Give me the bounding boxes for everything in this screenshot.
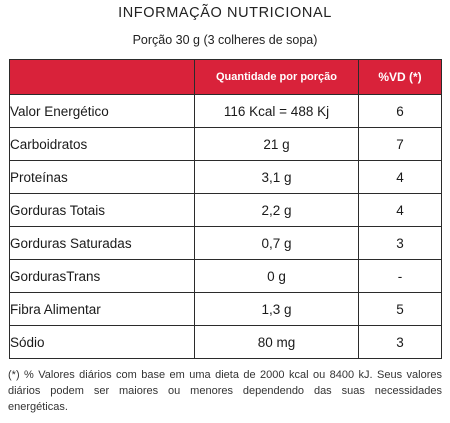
nutrient-daily-value: 3 (358, 226, 442, 260)
nutrient-quantity: 2,2 g (194, 193, 359, 227)
nutrient-name: Carboidratos (9, 127, 195, 161)
nutrient-daily-value: 6 (358, 94, 442, 128)
table-header-row: Quantidade por porção %VD (*) (9, 59, 442, 95)
nutrient-name: Gorduras Totais (9, 193, 195, 227)
table-row: Proteínas 3,1 g 4 (9, 160, 442, 194)
nutrient-quantity: 0,7 g (194, 226, 359, 260)
table-row: Gorduras Saturadas 0,7 g 3 (9, 226, 442, 260)
serving-size: Porção 30 g (3 colheres de sopa) (132, 33, 318, 47)
page-title: INFORMAÇÃO NUTRICIONAL (118, 5, 332, 21)
nutrient-name: Valor Energético (9, 94, 195, 128)
nutrient-name: Fibra Alimentar (9, 292, 195, 326)
column-header-nutrient (9, 59, 195, 95)
nutrient-name: Sódio (9, 325, 195, 359)
table-row: Valor Energético 116 Kcal = 488 Kj 6 (9, 94, 442, 128)
nutrient-quantity: 1,3 g (194, 292, 359, 326)
nutrient-daily-value: 3 (358, 325, 442, 359)
column-header-daily-value: %VD (*) (358, 59, 442, 95)
nutrient-quantity: 3,1 g (194, 160, 359, 194)
nutrient-name: Proteínas (9, 160, 195, 194)
table-row: GordurasTrans 0 g - (9, 259, 442, 293)
table-row: Fibra Alimentar 1,3 g 5 (9, 292, 442, 326)
nutrient-name: GordurasTrans (9, 259, 195, 293)
table-row: Carboidratos 21 g 7 (9, 127, 442, 161)
nutrition-table: Quantidade por porção %VD (*) Valor Ener… (9, 59, 442, 359)
nutrient-daily-value: - (358, 259, 442, 293)
nutrient-daily-value: 5 (358, 292, 442, 326)
table-row: Sódio 80 mg 3 (9, 325, 442, 359)
table-row: Gorduras Totais 2,2 g 4 (9, 193, 442, 227)
nutrient-daily-value: 4 (358, 160, 442, 194)
nutrient-daily-value: 4 (358, 193, 442, 227)
daily-value-footnote: (*) % Valores diários com base em uma di… (8, 369, 442, 413)
nutrient-name: Gorduras Saturadas (9, 226, 195, 260)
nutrient-quantity: 80 mg (194, 325, 359, 359)
nutrient-quantity: 116 Kcal = 488 Kj (194, 94, 359, 128)
nutrient-daily-value: 7 (358, 127, 442, 161)
column-header-quantity: Quantidade por porção (194, 59, 359, 95)
nutrient-quantity: 0 g (194, 259, 359, 293)
nutrient-quantity: 21 g (194, 127, 359, 161)
